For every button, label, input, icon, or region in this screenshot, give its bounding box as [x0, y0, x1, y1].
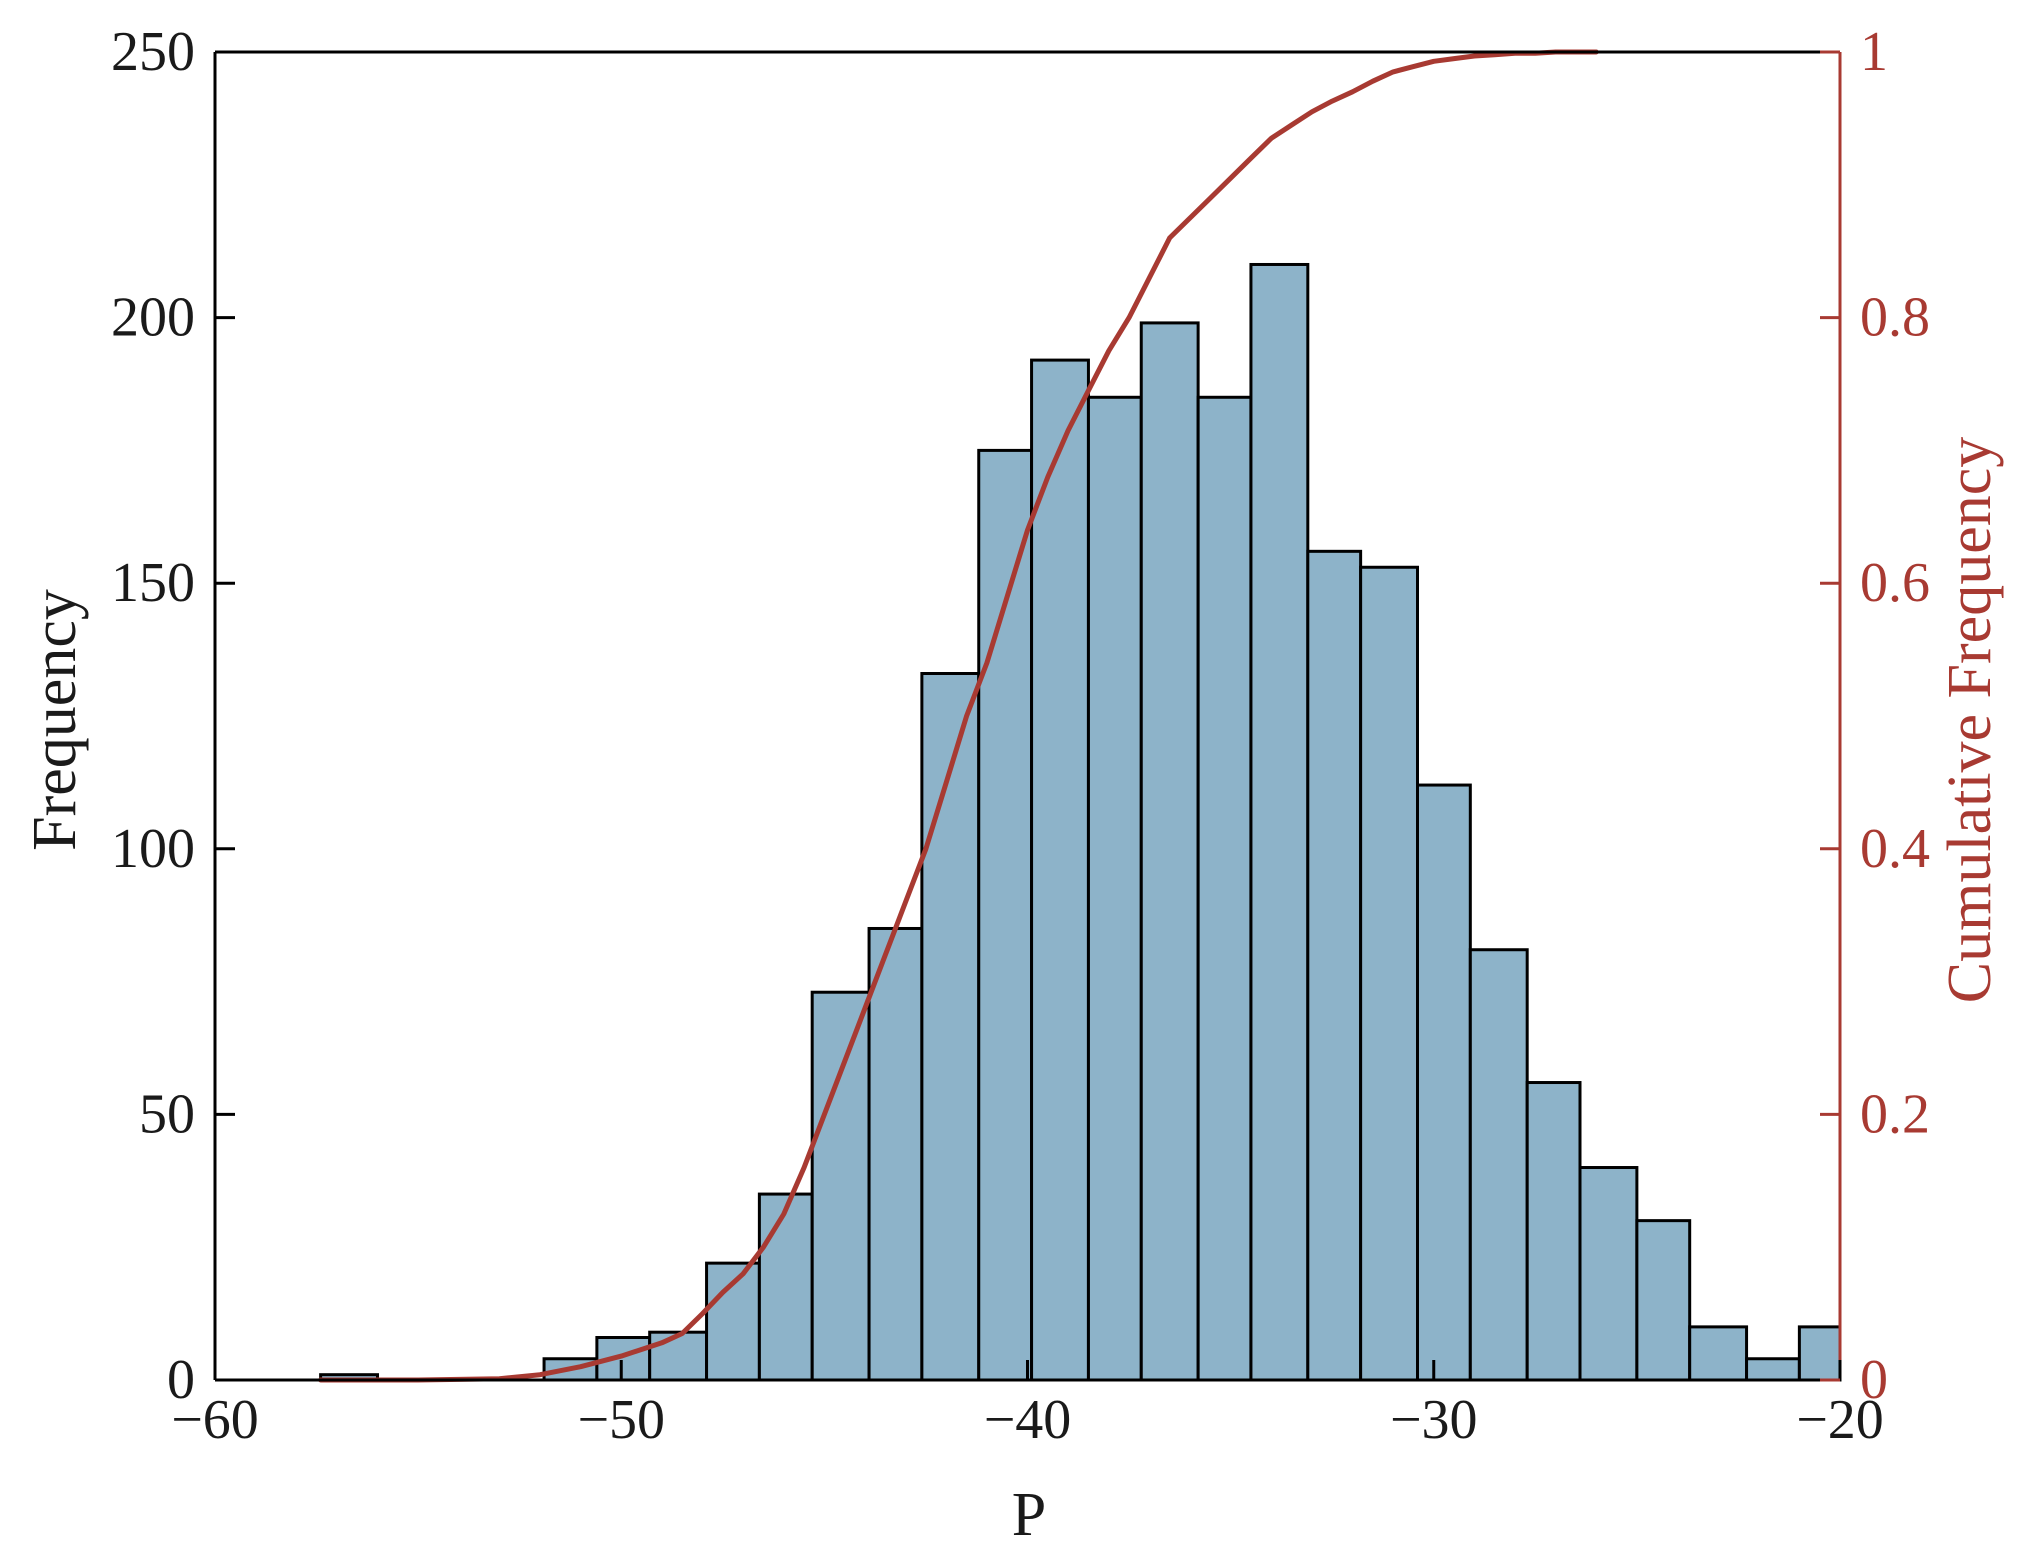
y-tick-label: 200: [111, 287, 195, 349]
cumulative-frequency-line: [318, 49, 1599, 1383]
histogram-bar: [977, 448, 1034, 1382]
y2-tick-label: 1: [1860, 21, 1888, 83]
histogram-bar: [1797, 1325, 1842, 1382]
histogram-bar: [1249, 262, 1310, 1382]
x-tick-label: −30: [1390, 1389, 1478, 1451]
histogram-bar: [1030, 358, 1090, 1382]
x-tick-label: −50: [577, 1389, 665, 1451]
histogram-bar: [1306, 549, 1363, 1382]
histogram-bar: [648, 1330, 709, 1382]
histogram-bar: [1359, 565, 1419, 1382]
y-tick-label: 50: [139, 1083, 195, 1145]
y2-tick-label: 0.2: [1860, 1083, 1930, 1145]
histogram-bar: [1688, 1325, 1749, 1382]
y2-axis-title: Cumulative Frequency: [1936, 437, 2004, 1003]
histogram-bars: [319, 262, 1842, 1382]
y-tick-label: 100: [111, 818, 195, 880]
x-tick-label: −40: [984, 1389, 1072, 1451]
x-axis-title: P: [1012, 1481, 1046, 1549]
histogram-bar: [1635, 1219, 1692, 1382]
histogram-bar: [1139, 321, 1200, 1382]
histogram-bar: [867, 926, 924, 1382]
y2-tick-label: 0.4: [1860, 818, 1930, 880]
y-tick-label: 0: [167, 1349, 195, 1411]
histogram-bar: [1468, 948, 1529, 1382]
y-tick-label: 250: [111, 21, 195, 83]
histogram-bar: [1525, 1081, 1582, 1382]
histogram-bar: [810, 990, 871, 1382]
cumulative-frequency-series: [318, 49, 1599, 1383]
x-tick-label: −60: [171, 1389, 259, 1451]
y2-tick-label: 0.6: [1860, 552, 1930, 614]
histogram-bar: [1745, 1357, 1801, 1382]
y2-tick-label: 0.8: [1860, 287, 1930, 349]
histogram-bar: [757, 1192, 814, 1382]
histogram-bar: [1196, 395, 1253, 1382]
histogram-bar: [1578, 1166, 1639, 1382]
tick-marks-and-labels: −60 −50 −40 −30 −2005010015020025000.20.40.6…: [111, 21, 1930, 1451]
y2-tick-label: 0: [1860, 1349, 1888, 1411]
histogram-bar: [1086, 395, 1143, 1382]
histogram-bar: [1416, 783, 1472, 1382]
x-tick-label: −20: [1796, 1389, 1884, 1451]
histogram-bar: [920, 672, 981, 1382]
y-axis-title: Frequency: [21, 589, 89, 851]
y-tick-label: 150: [111, 552, 195, 614]
